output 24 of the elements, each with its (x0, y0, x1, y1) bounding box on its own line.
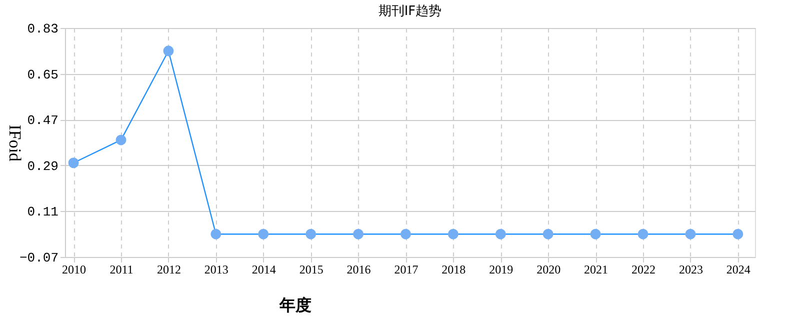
x-tick-label: 2016 (346, 262, 371, 276)
x-tick-label: 2023 (678, 262, 703, 276)
x-axis-title: 年度 (278, 296, 312, 314)
x-tick-label: 2020 (536, 262, 561, 276)
x-tick-label: 2022 (632, 262, 656, 276)
chart-title: 期刊IF趋势 (378, 4, 442, 19)
y-tick-label: 0.11 (27, 204, 59, 220)
x-tick-label: 2019 (489, 262, 514, 276)
x-tick-label: 2011 (110, 262, 134, 276)
x-tick-label: 2010 (62, 262, 86, 276)
x-tick-label: 2017 (394, 262, 418, 276)
y-axis-title: IFoid (5, 124, 24, 162)
x-tick-label: 2024 (726, 262, 750, 276)
y-tick-label: 0.47 (27, 113, 58, 128)
x-tick-label: 2014 (252, 262, 276, 276)
x-tick-label: 2013 (204, 262, 228, 276)
y-tick-label: 0.65 (27, 67, 58, 82)
y-tick-label: 0.83 (27, 22, 58, 36)
x-tick-label: 2015 (299, 262, 324, 276)
y-tick-label: 0.29 (27, 158, 58, 174)
x-tick-label: 2018 (442, 262, 466, 276)
y-tick-label: −0.07 (19, 250, 58, 266)
x-tick-label: 2021 (584, 262, 608, 276)
x-tick-label: 2012 (156, 262, 181, 276)
